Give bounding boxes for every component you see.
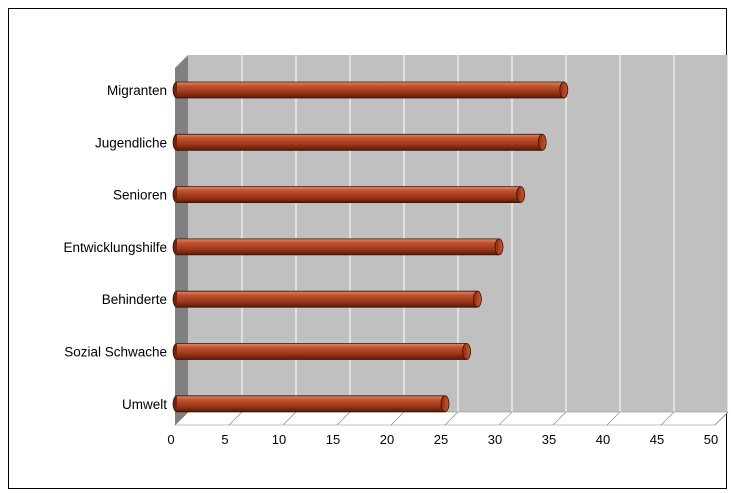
bar [172,290,482,308]
floor-gridline [228,411,243,426]
floor-gridline [714,411,729,426]
floor-gridline [444,411,459,426]
bar-end-cap [472,290,482,308]
x-tick-label: 50 [704,432,718,447]
floor-gridline [552,411,567,426]
bar-body [177,343,467,360]
floor-gridline [336,411,351,426]
bar-end-cap [494,238,504,256]
bar-body [177,238,499,255]
bars [172,81,569,413]
bar-end-cap [516,186,525,204]
bar-body [177,82,564,98]
x-tick-label: 40 [596,432,610,447]
x-tick-label: 45 [650,432,664,447]
x-axis-ticks: 0 5 10 15 20 25 30 35 40 45 50 [167,432,718,447]
bar [172,395,450,413]
category-label: Jugendliche [95,135,167,150]
x-tick-label: 35 [542,432,556,447]
category-label: Sozial Schwache [64,345,167,360]
x-tick-label: 15 [326,432,340,447]
bar-end-cap [537,133,547,151]
bar [172,81,569,99]
bar-body [177,134,543,151]
category-label: Senioren [113,188,167,203]
x-tick-label: 20 [380,432,394,447]
floor-gridline [174,411,189,426]
floor-gridline [498,411,513,426]
category-label: Migranten [107,83,167,98]
bar [172,343,472,360]
bar-body [177,186,521,203]
x-tick-label: 0 [167,432,174,447]
x-tick-label: 10 [272,432,286,447]
floor-gridline [282,411,297,426]
bar-body [177,291,478,308]
bar-end-cap [440,395,450,413]
bar-body [177,395,445,412]
bar [172,133,547,151]
floor-gridline [606,411,621,426]
x-tick-label: 30 [488,432,502,447]
bar-end-cap [462,343,472,360]
x-tick-label: 25 [434,432,448,447]
category-label: Entwicklungshilfe [63,240,167,255]
floor-gridline [660,411,675,426]
bar [172,238,504,256]
bar-end-cap [559,81,569,99]
x-tick-label: 5 [221,432,228,447]
category-labels: Migranten Jugendliche Senioren Entwicklungs… [63,83,167,412]
category-label: Umwelt [122,397,167,412]
floor-gridline [390,411,405,426]
bar [172,186,525,204]
category-label: Behinderte [102,292,167,307]
